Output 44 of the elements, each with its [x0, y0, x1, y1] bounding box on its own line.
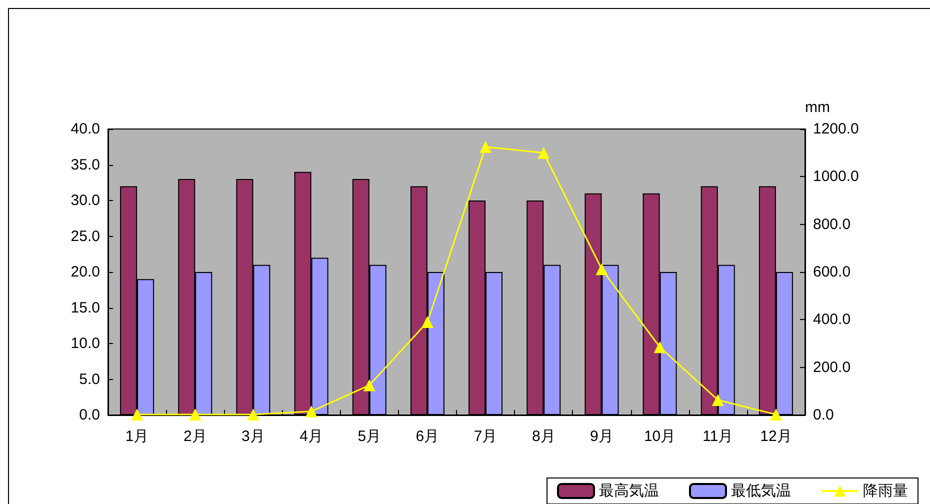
- x-tick-label: 1月: [125, 428, 149, 445]
- point: [770, 408, 782, 421]
- x-tick-label: 10月: [644, 428, 676, 445]
- point: [363, 379, 376, 392]
- legend-label: 最高気温: [599, 482, 659, 500]
- y-tick-label: 40.0: [70, 120, 100, 138]
- point: [538, 146, 550, 159]
- x-tick-label: 6月: [416, 428, 440, 445]
- point: [654, 341, 666, 354]
- y-tick-label: 20.0: [70, 264, 100, 280]
- x-tick-label: 7月: [474, 428, 498, 445]
- x-tick-label: 2月: [183, 428, 207, 445]
- point: [596, 263, 608, 276]
- y2-axis-title: mm: [805, 99, 830, 116]
- y2-tick-label: 1200.0: [813, 120, 859, 138]
- y-tick-label: 15.0: [70, 299, 100, 316]
- point: [131, 408, 144, 421]
- x-tick-label: 8月: [532, 428, 556, 445]
- x-tick-label: 4月: [300, 428, 323, 445]
- y2-tick-label: 400.0: [813, 311, 851, 328]
- y2-tick-label: 600.0: [813, 264, 851, 280]
- x-tick-label: 3月: [242, 428, 265, 445]
- legend-label: 最低気温: [731, 482, 791, 500]
- x-tick-label: 11月: [702, 428, 734, 445]
- y-tick-label: 5.0: [79, 370, 100, 388]
- y-tick-label: 30.0: [70, 192, 100, 209]
- x-tick-label: 9月: [590, 428, 614, 445]
- y2-tick-label: 200.0: [813, 358, 851, 376]
- point: [305, 405, 318, 418]
- point: [712, 394, 724, 406]
- y-tick-label: 10.0: [70, 335, 100, 352]
- x-tick-label: 12月: [760, 428, 792, 445]
- y-tick-label: 25.0: [70, 228, 100, 245]
- y2-tick-label: 0.0: [813, 406, 834, 424]
- x-tick-label: 5月: [358, 428, 382, 445]
- legend-label: 降雨量: [863, 482, 908, 500]
- point: [189, 408, 202, 421]
- y-tick-label: 35.0: [70, 156, 100, 174]
- point: [421, 316, 434, 328]
- y-tick-label: 0.0: [79, 406, 100, 424]
- point: [480, 140, 492, 153]
- y2-tick-label: 1000.0: [813, 168, 859, 186]
- point: [247, 408, 260, 421]
- y2-tick-label: 800.0: [813, 216, 851, 233]
